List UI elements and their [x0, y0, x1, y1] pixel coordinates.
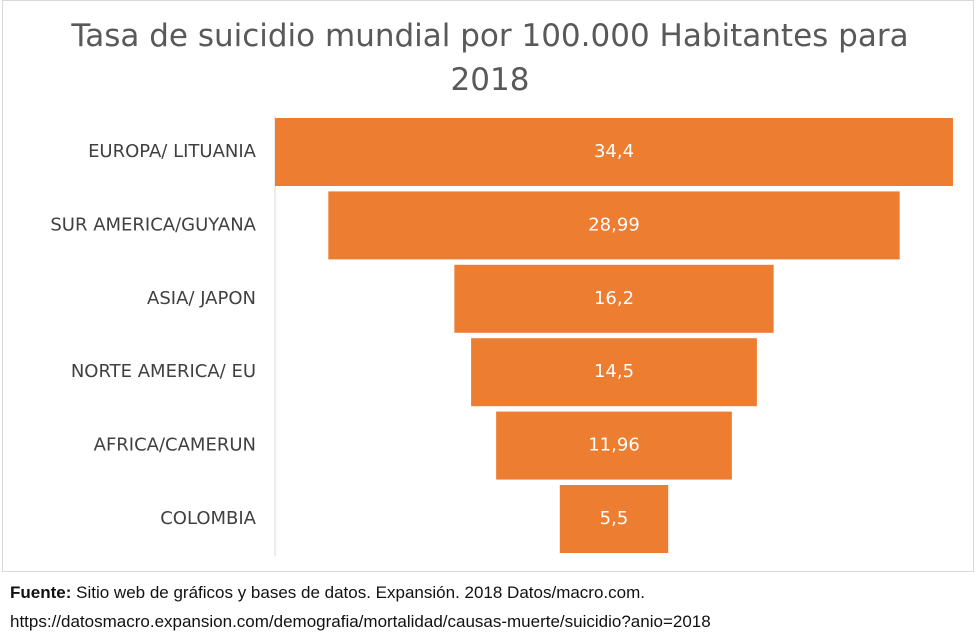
- value-label: 34,4: [594, 141, 634, 162]
- category-label: SUR AMERICA/GUYANA: [50, 214, 256, 235]
- source-text: Sitio web de gráficos y bases de datos. …: [76, 583, 645, 602]
- value-label: 11,96: [588, 435, 640, 456]
- value-label: 28,99: [588, 214, 640, 235]
- chart-title: Tasa de suicidio mundial por 100.000 Hab…: [71, 18, 909, 98]
- category-label: EUROPA/ LITUANIA: [88, 141, 257, 162]
- funnel-bar: [559, 485, 669, 553]
- category-label: COLOMBIA: [160, 508, 256, 529]
- funnel-bar: [328, 191, 900, 260]
- value-label: 14,5: [594, 361, 634, 382]
- category-label: NORTE AMERICA/ EU: [71, 361, 256, 382]
- category-label: AFRICA/CAMERUN: [94, 435, 256, 456]
- source-url: https://datosmacro.expansion.com/demogra…: [10, 612, 711, 631]
- funnel-bar: [275, 118, 953, 186]
- source-note: Fuente: Sitio web de gráficos y bases de…: [10, 578, 711, 636]
- funnel-bar: [454, 264, 774, 333]
- category-label: ASIA/ JAPON: [147, 288, 256, 309]
- chart-frame: [2, 0, 974, 572]
- funnel-bar: [496, 411, 732, 480]
- source-label: Fuente:: [10, 583, 72, 602]
- funnel-bar: [471, 338, 757, 407]
- value-label: 5,5: [600, 508, 629, 529]
- source-line: Fuente: Sitio web de gráficos y bases de…: [10, 578, 711, 607]
- value-label: 16,2: [594, 288, 634, 309]
